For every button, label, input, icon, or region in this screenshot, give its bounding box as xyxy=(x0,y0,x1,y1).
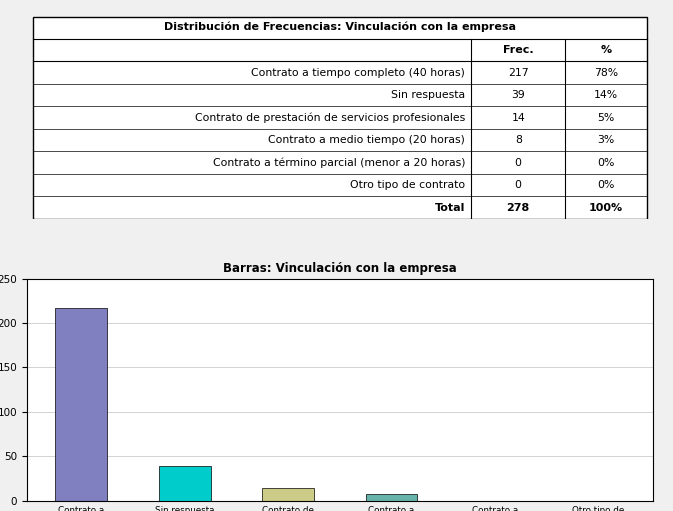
Text: 14%: 14% xyxy=(594,90,618,100)
Text: 78%: 78% xyxy=(594,67,618,78)
Bar xyxy=(365,494,417,501)
Text: Contrato a medio tiempo (20 horas): Contrato a medio tiempo (20 horas) xyxy=(268,135,465,145)
Title: Barras: Vinculación con la empresa: Barras: Vinculación con la empresa xyxy=(223,262,457,274)
Bar xyxy=(55,308,107,501)
Text: 217: 217 xyxy=(508,67,528,78)
FancyBboxPatch shape xyxy=(33,17,647,219)
Text: Contrato a término parcial (menor a 20 horas): Contrato a término parcial (menor a 20 h… xyxy=(213,157,465,168)
Text: Contrato a tiempo completo (40 horas): Contrato a tiempo completo (40 horas) xyxy=(251,67,465,78)
Text: 278: 278 xyxy=(507,203,530,213)
Text: Sin respuesta: Sin respuesta xyxy=(391,90,465,100)
Text: 39: 39 xyxy=(511,90,525,100)
Text: 100%: 100% xyxy=(589,203,623,213)
Text: Total: Total xyxy=(435,203,465,213)
Text: Otro tipo de contrato: Otro tipo de contrato xyxy=(350,180,465,190)
Text: Frec.: Frec. xyxy=(503,45,534,55)
Text: Contrato de prestación de servicios profesionales: Contrato de prestación de servicios prof… xyxy=(194,112,465,123)
Text: 5%: 5% xyxy=(597,112,614,123)
Text: 14: 14 xyxy=(511,112,525,123)
Text: 0%: 0% xyxy=(597,158,614,168)
Text: 3%: 3% xyxy=(597,135,614,145)
Text: 0: 0 xyxy=(515,180,522,190)
Bar xyxy=(262,489,314,501)
Text: Distribución de Frecuencias: Vinculación con la empresa: Distribución de Frecuencias: Vinculación… xyxy=(164,22,516,32)
Text: 0: 0 xyxy=(515,158,522,168)
Text: 0%: 0% xyxy=(597,180,614,190)
Text: 8: 8 xyxy=(515,135,522,145)
Text: %: % xyxy=(600,45,612,55)
Bar xyxy=(159,466,211,501)
